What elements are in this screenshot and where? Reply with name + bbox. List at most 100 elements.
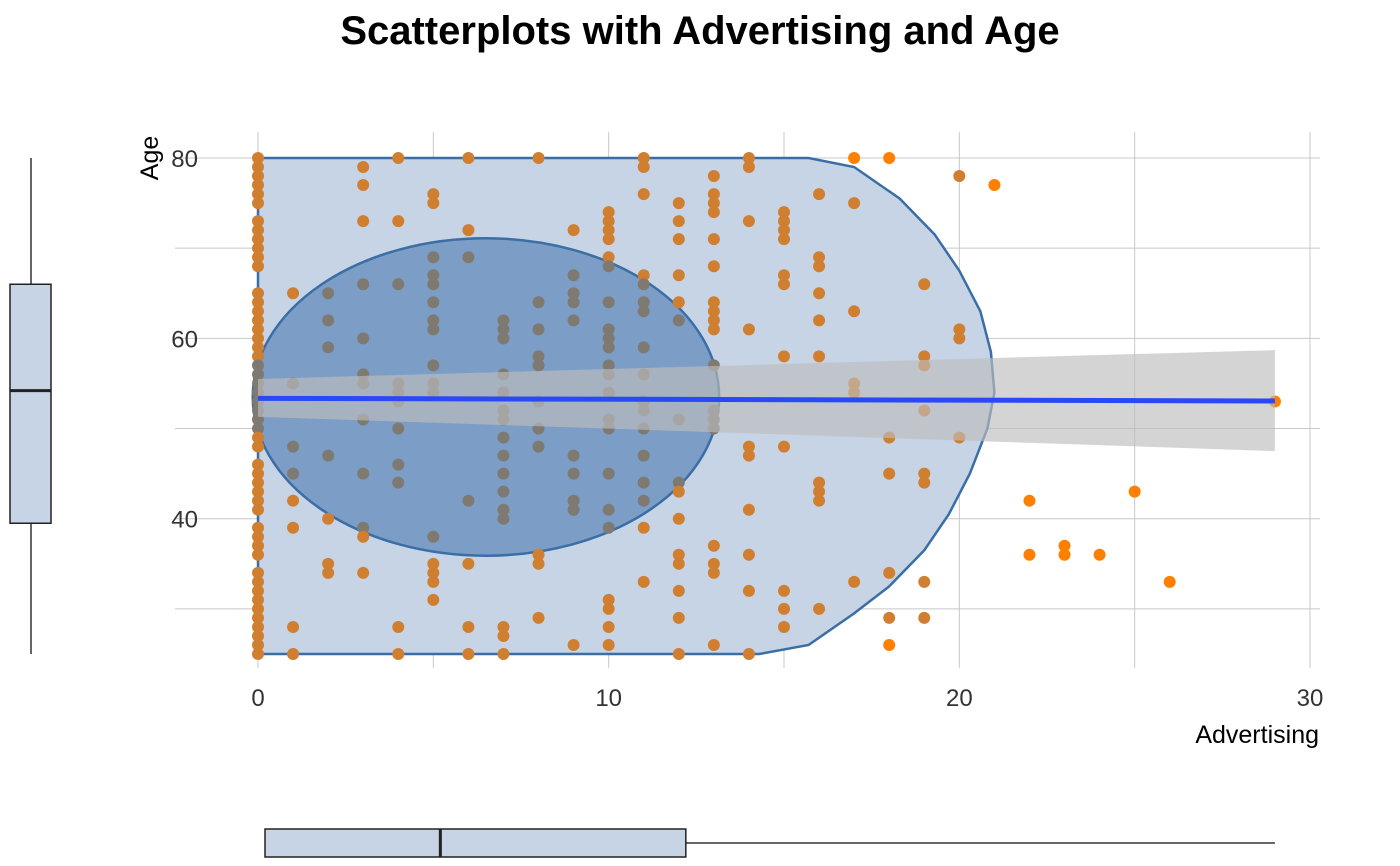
data-point <box>322 566 335 579</box>
data-point <box>462 224 475 237</box>
data-point <box>252 161 264 174</box>
data-point <box>848 152 861 164</box>
data-point <box>392 422 405 435</box>
data-point <box>252 593 264 606</box>
data-point <box>252 467 264 480</box>
data-point <box>813 476 826 489</box>
data-point <box>918 278 931 291</box>
data-point <box>357 521 370 534</box>
data-point <box>602 593 615 606</box>
data-point <box>252 440 264 453</box>
data-point <box>778 620 790 633</box>
data-point <box>252 431 264 444</box>
data-point <box>427 359 440 372</box>
data-point <box>672 233 685 246</box>
data-point <box>252 575 264 588</box>
data-point <box>602 467 615 480</box>
data-point <box>953 332 966 345</box>
data-point <box>532 557 545 570</box>
data-point <box>567 503 580 516</box>
data-point <box>252 458 264 471</box>
data-point <box>427 566 440 579</box>
x-tick-label: 10 <box>595 685 622 712</box>
data-point <box>707 539 720 552</box>
data-point <box>813 602 826 615</box>
data-point <box>988 179 1001 192</box>
data-point <box>672 648 685 660</box>
data-point <box>672 485 685 498</box>
data-point <box>778 233 790 246</box>
data-point <box>672 557 685 570</box>
data-point <box>602 215 615 228</box>
data-point <box>392 476 405 489</box>
data-point <box>848 305 861 318</box>
data-point <box>567 269 580 282</box>
data-point <box>322 341 335 354</box>
data-point <box>637 188 650 201</box>
data-point <box>252 224 264 237</box>
data-point <box>813 485 826 498</box>
data-point <box>252 521 264 534</box>
data-point <box>742 152 755 164</box>
data-point <box>742 584 755 597</box>
data-point <box>602 521 615 534</box>
data-point <box>532 611 545 624</box>
data-point <box>427 296 440 309</box>
data-point <box>567 449 580 462</box>
data-point <box>707 233 720 246</box>
data-point <box>252 359 264 372</box>
data-point <box>427 557 440 570</box>
data-point <box>778 602 790 615</box>
data-point <box>252 548 264 561</box>
data-point <box>252 296 264 309</box>
data-point <box>707 557 720 570</box>
data-point <box>252 251 264 264</box>
data-point <box>883 638 896 651</box>
data-point <box>357 530 370 543</box>
data-point <box>497 503 510 516</box>
data-point <box>497 467 510 480</box>
data-point <box>532 440 545 453</box>
data-point <box>918 575 931 588</box>
data-point <box>637 494 650 507</box>
fit-line <box>257 395 1275 404</box>
data-point <box>322 512 335 525</box>
data-point <box>252 197 264 210</box>
data-point <box>602 503 615 516</box>
data-point <box>602 233 615 246</box>
y-tick-labels: 40 60 80 <box>171 146 198 534</box>
data-point <box>637 305 650 318</box>
data-point <box>252 485 264 498</box>
data-point <box>252 530 264 543</box>
data-point <box>637 341 650 354</box>
chart-title: Scatterplots with Advertising and Age <box>340 9 1059 53</box>
data-point <box>602 251 615 264</box>
data-point <box>602 602 615 615</box>
data-point <box>427 575 440 588</box>
data-point <box>742 648 755 660</box>
data-point <box>252 539 264 552</box>
data-point <box>672 197 685 210</box>
data-point <box>1128 485 1141 498</box>
data-point <box>602 323 615 336</box>
data-point <box>252 648 264 660</box>
data-point <box>427 314 440 327</box>
data-point <box>742 323 755 336</box>
data-point <box>672 476 685 489</box>
data-point <box>602 359 615 372</box>
x-tick-label: 20 <box>946 685 973 712</box>
data-point <box>322 287 335 300</box>
x-marginal-boxplot <box>264 828 1275 858</box>
data-point <box>778 206 790 219</box>
data-point <box>1023 494 1036 507</box>
data-point <box>252 602 264 615</box>
data-point <box>252 152 264 164</box>
data-point <box>953 170 966 183</box>
data-point <box>883 152 896 164</box>
data-point <box>532 296 545 309</box>
data-point <box>252 260 264 273</box>
data-point <box>357 215 370 228</box>
data-point <box>602 206 615 219</box>
y-tick-label: 40 <box>171 507 198 534</box>
data-point <box>252 287 264 300</box>
